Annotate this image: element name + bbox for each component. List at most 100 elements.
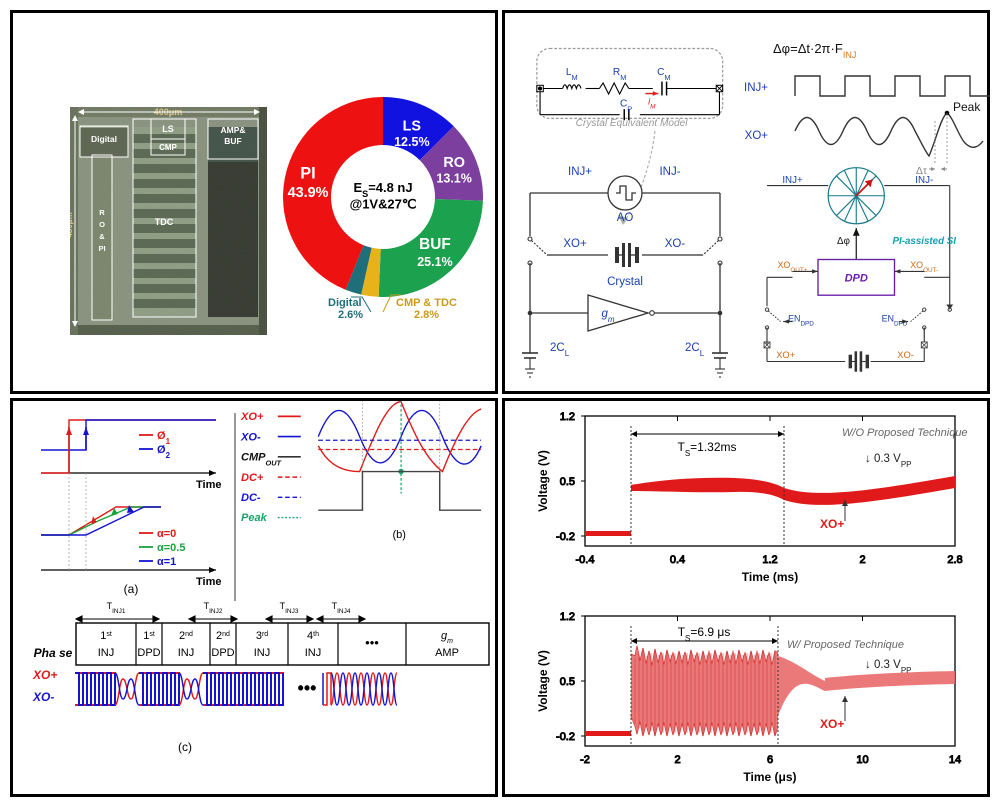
svg-text:10: 10 (856, 754, 868, 766)
svg-text:480μm: 480μm (70, 212, 74, 237)
svg-text:DC+: DC+ (241, 472, 264, 484)
svg-text:Peak: Peak (241, 512, 268, 524)
svg-text:1.2: 1.2 (762, 554, 777, 566)
svg-text:PI-assisted SI: PI-assisted SI (892, 236, 956, 247)
svg-text:Peak: Peak (953, 100, 981, 114)
svg-text:1st: 1st (143, 630, 155, 642)
svg-text:W/O Proposed Technique: W/O Proposed Technique (842, 427, 968, 439)
svg-text:RO: RO (443, 155, 465, 171)
svg-text:2CL: 2CL (685, 342, 705, 358)
svg-text:RM: RM (613, 67, 626, 81)
svg-text:-2: -2 (580, 754, 590, 766)
svg-text:2nd: 2nd (216, 630, 230, 642)
svg-text:Ø2: Ø2 (157, 444, 171, 460)
svg-text:6: 6 (767, 754, 773, 766)
svg-text:LS: LS (162, 124, 174, 134)
svg-text:AO: AO (617, 212, 634, 224)
svg-text:TS=1.32ms: TS=1.32ms (677, 440, 736, 458)
svg-text:XO+: XO+ (745, 130, 769, 142)
svg-text:AMP: AMP (435, 647, 459, 659)
svg-text:0.5: 0.5 (560, 476, 575, 488)
svg-text:-0.2: -0.2 (556, 531, 575, 543)
svg-text:INJ+: INJ+ (782, 175, 803, 186)
svg-text:CM: CM (657, 67, 670, 81)
svg-text:@1V&27℃: @1V&27℃ (350, 197, 417, 212)
svg-text:XO+: XO+ (240, 411, 264, 423)
svg-text:α=0.5: α=0.5 (157, 542, 185, 554)
svg-text:0.4: 0.4 (670, 554, 685, 566)
svg-text:Time (ms): Time (ms) (742, 570, 798, 584)
svg-text:LS: LS (403, 119, 422, 135)
svg-text:XO-: XO- (665, 238, 686, 250)
svg-text:XO-: XO- (897, 350, 914, 360)
svg-text:XO+: XO+ (820, 517, 844, 531)
svg-text:XO+: XO+ (820, 717, 844, 731)
svg-text:W/ Proposed Technique: W/ Proposed Technique (787, 639, 904, 651)
svg-text:25.1%: 25.1% (417, 255, 452, 269)
svg-text:CMP: CMP (159, 143, 177, 152)
svg-text:α=0: α=0 (157, 528, 176, 540)
svg-text:ENDPD: ENDPD (788, 314, 814, 328)
svg-text:DPD: DPD (845, 273, 868, 285)
svg-text:13.1%: 13.1% (436, 172, 471, 186)
svg-text:XO+: XO+ (563, 238, 587, 250)
svg-text:TDC: TDC (155, 217, 174, 227)
svg-text:TINJ1: TINJ1 (107, 601, 126, 615)
svg-text:Δφ: Δφ (837, 236, 850, 247)
svg-text:(b): (b) (392, 529, 405, 541)
svg-text:gm: gm (441, 630, 453, 645)
svg-text:PI: PI (300, 165, 315, 183)
svg-text:INJ-: INJ- (659, 166, 680, 178)
svg-text:INJ: INJ (254, 647, 271, 659)
svg-text:CP: CP (620, 98, 632, 113)
svg-text:XO+: XO+ (32, 668, 57, 682)
svg-text:R: R (99, 208, 105, 217)
svg-text:-0.2: -0.2 (556, 731, 575, 743)
svg-text:TINJ2: TINJ2 (204, 601, 223, 615)
svg-text:TS=6.9 μs: TS=6.9 μs (678, 625, 731, 643)
svg-text:1.2: 1.2 (560, 411, 575, 423)
svg-text:4th: 4th (307, 630, 319, 642)
svg-text:XO+: XO+ (776, 350, 795, 360)
svg-text:1.2: 1.2 (560, 611, 575, 623)
svg-text:Time: Time (196, 576, 221, 588)
svg-text:DC-: DC- (241, 492, 261, 504)
svg-text:INJ+: INJ+ (568, 166, 592, 178)
svg-text:(a): (a) (124, 582, 139, 596)
svg-text:α=1: α=1 (157, 556, 176, 568)
svg-text:LM: LM (566, 67, 578, 81)
svg-text:XO-: XO- (32, 690, 54, 704)
svg-text:TINJ4: TINJ4 (332, 601, 351, 615)
svg-text:2nd: 2nd (179, 630, 193, 642)
svg-text:2: 2 (674, 754, 680, 766)
svg-text:12.5%: 12.5% (394, 135, 429, 149)
svg-text:Voltage (V): Voltage (V) (536, 450, 550, 512)
svg-text:↓ 0.3 VPP: ↓ 0.3 VPP (865, 659, 911, 675)
svg-text:14: 14 (949, 754, 961, 766)
svg-text:DPD: DPD (211, 647, 234, 659)
svg-text:↓ 0.3 VPP: ↓ 0.3 VPP (865, 453, 911, 469)
svg-text:1st: 1st (100, 630, 112, 642)
svg-text:INJ+: INJ+ (744, 82, 768, 94)
svg-text:BUF: BUF (419, 236, 451, 253)
svg-text:2: 2 (859, 554, 865, 566)
svg-text:BUF: BUF (224, 136, 241, 146)
svg-text:0.5: 0.5 (560, 676, 575, 688)
svg-text:•••: ••• (365, 635, 379, 650)
svg-text:Crystal Equivalent Model: Crystal Equivalent Model (576, 118, 689, 129)
svg-text:TINJ3: TINJ3 (280, 601, 299, 615)
svg-text:CMPOUT: CMPOUT (241, 452, 283, 468)
svg-text:-0.4: -0.4 (576, 554, 595, 566)
svg-text:INJ: INJ (178, 647, 195, 659)
svg-text:Time: Time (196, 479, 221, 491)
svg-text:PI: PI (98, 244, 105, 253)
svg-text:Time (μs): Time (μs) (743, 770, 796, 784)
svg-text:DPD: DPD (137, 647, 160, 659)
svg-text:Pha se: Pha se (34, 646, 73, 660)
svg-text:Digital: Digital (91, 134, 117, 144)
svg-text:XO-: XO- (240, 431, 261, 443)
svg-text:INJ: INJ (305, 647, 322, 659)
svg-text:Δφ=Δt·2π·FINJ: Δφ=Δt·2π·FINJ (773, 41, 856, 60)
svg-text:•••: ••• (298, 678, 317, 698)
svg-text:(c): (c) (178, 740, 192, 754)
